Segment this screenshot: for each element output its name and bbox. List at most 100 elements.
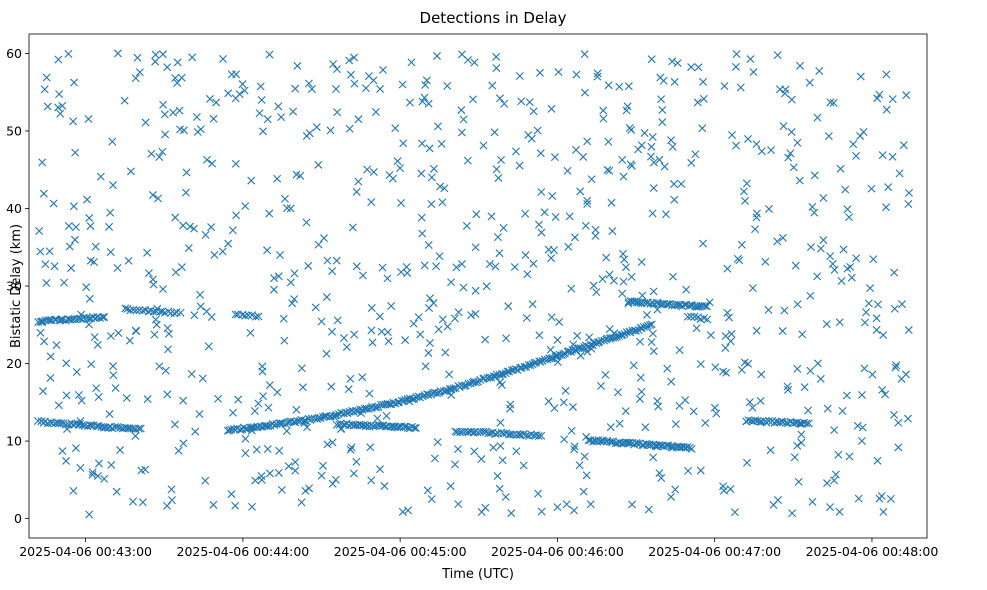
noise-point — [515, 72, 524, 80]
noise-point — [894, 418, 903, 427]
noise-point — [463, 156, 472, 165]
track-1-point — [100, 313, 109, 322]
noise-point — [494, 173, 503, 182]
noise-point — [859, 128, 868, 137]
noise-point — [62, 391, 71, 400]
noise-point — [143, 395, 152, 404]
noise-point — [163, 345, 172, 354]
noise-point — [344, 385, 353, 394]
noise-point — [744, 134, 753, 143]
noise-point — [857, 436, 866, 445]
noise-point — [167, 496, 176, 505]
track-6-point — [631, 326, 640, 335]
noise-point — [655, 155, 664, 164]
noise-point — [660, 162, 669, 171]
noise-point — [422, 76, 431, 85]
noise-point — [273, 174, 282, 183]
noise-point — [492, 52, 501, 61]
noise-point — [454, 308, 463, 317]
noise-point — [109, 371, 118, 380]
noise-point — [856, 72, 865, 81]
noise-point — [186, 222, 195, 231]
track-5-point — [270, 421, 279, 430]
noise-point — [440, 184, 449, 193]
noise-point — [606, 423, 615, 432]
noise-point — [649, 184, 658, 193]
noise-point — [879, 507, 888, 516]
noise-point — [852, 254, 861, 263]
track-9-point — [626, 438, 635, 447]
noise-point — [286, 204, 295, 213]
noise-point — [421, 80, 430, 89]
noise-point — [628, 500, 637, 509]
noise-point — [892, 361, 901, 370]
track-5-point — [520, 362, 529, 371]
noise-point — [813, 272, 822, 281]
noise-point — [451, 460, 460, 469]
noise-point — [56, 109, 65, 118]
noise-point — [564, 242, 573, 251]
noise-point — [723, 308, 732, 317]
noise-point — [326, 126, 335, 135]
track-5-point — [530, 359, 539, 368]
noise-point — [462, 221, 471, 230]
track-8-point — [486, 429, 495, 438]
noise-point — [793, 364, 802, 373]
noise-point — [684, 466, 693, 475]
noise-point — [534, 220, 543, 229]
track-4-point — [251, 312, 260, 321]
noise-point — [609, 276, 618, 285]
noise-point — [830, 426, 839, 435]
noise-point — [354, 115, 363, 124]
noise-point — [438, 315, 447, 324]
noise-point — [544, 397, 553, 406]
noise-point — [861, 318, 869, 327]
noise-point — [322, 293, 331, 302]
noise-point — [450, 314, 459, 323]
x-tick-label: 2025-04-06 00:45:00 — [334, 544, 467, 559]
noise-point — [69, 486, 78, 495]
track-3-point — [132, 306, 141, 315]
noise-point — [637, 258, 646, 266]
x-tick-label: 2025-04-06 00:47:00 — [648, 544, 781, 559]
noise-point — [317, 317, 326, 326]
track-2-point — [136, 424, 145, 433]
noise-point — [258, 367, 267, 376]
track-5-point — [291, 418, 300, 427]
noise-point — [640, 129, 649, 138]
noise-point — [824, 132, 833, 141]
noise-point — [512, 447, 521, 456]
track-5-point — [551, 352, 560, 361]
noise-point — [852, 151, 861, 160]
noise-point — [599, 106, 608, 115]
noise-point — [352, 187, 361, 196]
noise-point — [699, 239, 708, 248]
noise-point — [113, 49, 122, 58]
noise-point — [882, 70, 891, 79]
noise-point — [710, 403, 719, 412]
track-5-point — [517, 363, 526, 372]
noise-point — [106, 208, 115, 217]
noise-point — [259, 127, 268, 136]
noise-point — [427, 495, 436, 504]
noise-point — [328, 327, 337, 336]
noise-point — [511, 147, 520, 156]
noise-point — [554, 68, 563, 77]
noise-point — [269, 285, 278, 294]
noise-point — [288, 299, 297, 308]
noise-point — [36, 328, 45, 337]
noise-point — [179, 439, 188, 448]
noise-point — [190, 311, 199, 320]
noise-point — [815, 66, 824, 75]
noise-point — [332, 256, 341, 265]
noise-point — [761, 257, 770, 266]
noise-point — [671, 485, 680, 494]
noise-point — [689, 407, 698, 416]
track-5-point — [401, 395, 410, 404]
noise-point — [793, 441, 802, 450]
noise-point — [163, 63, 172, 72]
noise-point — [273, 388, 282, 397]
noise-point — [544, 245, 553, 254]
track-4-point — [244, 311, 253, 320]
noise-point — [585, 333, 594, 342]
